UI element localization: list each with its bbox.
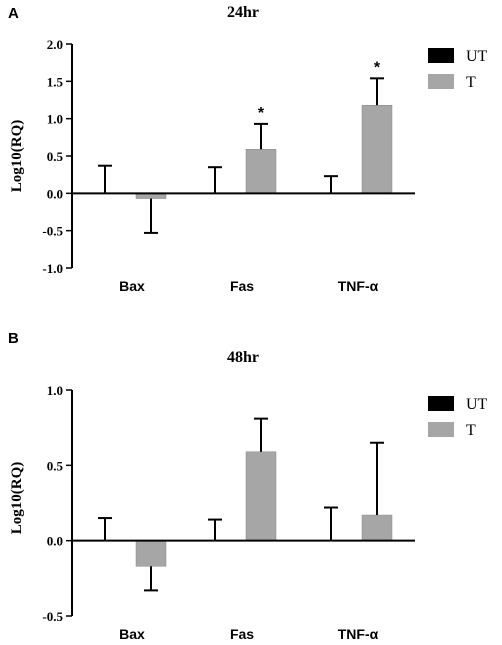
x-tick-label: TNF-α (338, 278, 379, 294)
y-tick-label: 1.5 (47, 74, 64, 89)
x-tick-labels: Bax Fas TNF-α (119, 278, 378, 294)
x-tick-label: TNF-α (338, 626, 379, 642)
legend-swatch-t (428, 74, 454, 89)
legend-swatch-ut (428, 48, 454, 63)
y-tick-label: 0.0 (47, 186, 63, 201)
bar-t (135, 540, 167, 567)
significance-marker: * (374, 59, 381, 76)
x-tick-label: Bax (119, 278, 145, 294)
y-tick-label: 0.5 (47, 458, 64, 473)
y-tick-label: -0.5 (42, 224, 63, 239)
legend: UT T (428, 48, 488, 91)
y-axis-label: Log10(RQ) (9, 462, 25, 535)
x-tick-label: Fas (230, 626, 254, 642)
y-tick-label: 0.0 (47, 534, 63, 549)
axes (71, 44, 415, 268)
bar-t (245, 451, 277, 541)
legend-label: T (466, 74, 476, 91)
y-tick-label: -0.5 (42, 609, 63, 624)
bars (90, 77, 393, 234)
axes (71, 390, 415, 616)
x-tick-label: Fas (230, 278, 254, 294)
x-tick-label: Bax (119, 626, 145, 642)
legend: UT T (428, 396, 488, 439)
chart-title: 24hr (227, 4, 259, 21)
significance-marker: * (258, 105, 265, 122)
y-ticks: -0.5 0.0 0.5 1.0 (42, 383, 72, 624)
bar-t (361, 514, 393, 541)
y-tick-label: -1.0 (42, 261, 63, 276)
legend-swatch-ut (428, 396, 454, 411)
legend-label: UT (466, 48, 488, 65)
panel-label: B (8, 330, 19, 347)
y-ticks: -1.0 -0.5 0.0 0.5 1.0 1.5 2.0 (42, 37, 72, 276)
bar-t (361, 104, 393, 194)
y-tick-label: 1.0 (47, 383, 63, 398)
y-tick-label: 2.0 (47, 37, 63, 52)
annotations: ** (258, 59, 381, 122)
legend-label: UT (466, 396, 488, 413)
panel-b: B 48hr Log10(RQ) -0.5 0.0 0.5 1.0 Bax Fas TNF… (8, 330, 488, 642)
y-axis-label: Log10(RQ) (9, 120, 25, 193)
bar-t (245, 149, 277, 194)
legend-label: T (466, 422, 476, 439)
y-tick-label: 1.0 (47, 112, 63, 127)
y-tick-label: 0.5 (47, 149, 64, 164)
panel-a: A 24hr Log10(RQ) -1.0 -0.5 0.0 0.5 1.0 1.5 2.0… (8, 4, 488, 294)
chart-title: 48hr (227, 349, 259, 366)
bars (90, 417, 393, 592)
panel-label: A (8, 5, 19, 22)
x-tick-labels: Bax Fas TNF-α (119, 626, 378, 642)
legend-swatch-t (428, 422, 454, 437)
